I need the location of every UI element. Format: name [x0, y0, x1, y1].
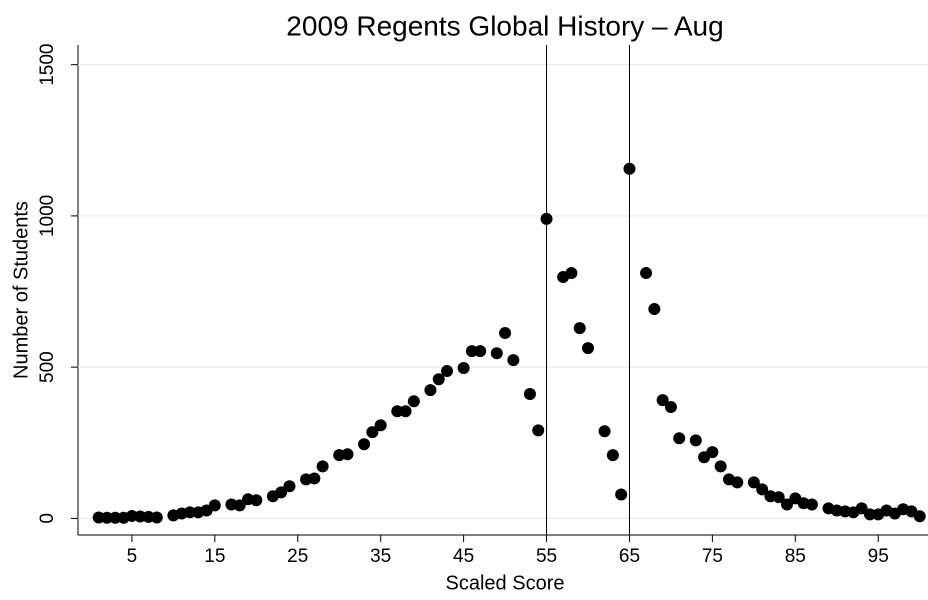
- point: [772, 491, 785, 504]
- point: [101, 511, 114, 524]
- point: [150, 511, 163, 524]
- x-tick-label: 85: [785, 546, 806, 567]
- point: [731, 476, 744, 489]
- point: [664, 401, 677, 414]
- point: [582, 342, 594, 355]
- x-tick-label: 15: [204, 546, 225, 567]
- point: [366, 426, 379, 439]
- point: [499, 326, 512, 339]
- point: [341, 448, 354, 461]
- point: [714, 460, 727, 473]
- point: [781, 498, 794, 511]
- point: [689, 434, 702, 447]
- y-axis-label: Number of Students: [10, 201, 32, 379]
- y-tick-label: 0: [37, 513, 58, 524]
- point: [399, 405, 412, 418]
- point: [540, 212, 553, 225]
- point: [573, 322, 586, 335]
- point: [507, 354, 520, 367]
- point: [432, 373, 445, 386]
- point: [391, 405, 404, 418]
- point: [490, 347, 503, 360]
- x-axis-label: Scaled Score: [446, 572, 565, 594]
- point: [275, 486, 288, 499]
- point: [316, 460, 329, 473]
- point: [805, 498, 818, 511]
- x-tick-label: 45: [453, 546, 474, 567]
- point: [673, 432, 686, 445]
- point: [706, 446, 719, 459]
- x-tick-label: 5: [127, 546, 138, 567]
- point: [756, 483, 769, 496]
- point: [640, 267, 653, 280]
- point: [250, 494, 263, 507]
- point: [424, 384, 437, 397]
- point: [598, 425, 611, 438]
- point: [183, 506, 196, 519]
- point: [208, 499, 221, 512]
- point: [656, 394, 669, 407]
- point: [565, 267, 578, 280]
- point: [308, 472, 321, 485]
- point: [606, 449, 619, 462]
- point: [747, 476, 760, 489]
- chart-title: 2009 Regents Global History – Aug: [286, 10, 723, 41]
- point: [283, 480, 296, 493]
- x-tick-label: 95: [868, 546, 889, 567]
- point: [457, 362, 470, 375]
- x-tick-label: 35: [370, 546, 391, 567]
- y-tick-label: 500: [37, 351, 58, 383]
- point: [358, 438, 371, 451]
- y-tick-label: 1000: [37, 195, 58, 237]
- point: [863, 508, 876, 521]
- point: [532, 424, 545, 437]
- x-tick-label: 55: [536, 546, 557, 567]
- point: [855, 502, 868, 515]
- point: [109, 511, 122, 524]
- point: [615, 488, 628, 501]
- point: [374, 419, 387, 432]
- point: [913, 510, 926, 523]
- point: [407, 395, 420, 408]
- x-tick-label: 25: [287, 546, 308, 567]
- point: [474, 345, 487, 358]
- point: [523, 388, 536, 401]
- y-tick-label: 1500: [37, 44, 58, 86]
- point: [233, 499, 246, 512]
- x-tick-label: 75: [702, 546, 723, 567]
- point: [465, 345, 478, 358]
- x-tick-label: 65: [619, 546, 640, 567]
- point: [648, 303, 661, 316]
- point: [623, 162, 636, 175]
- point: [441, 365, 454, 378]
